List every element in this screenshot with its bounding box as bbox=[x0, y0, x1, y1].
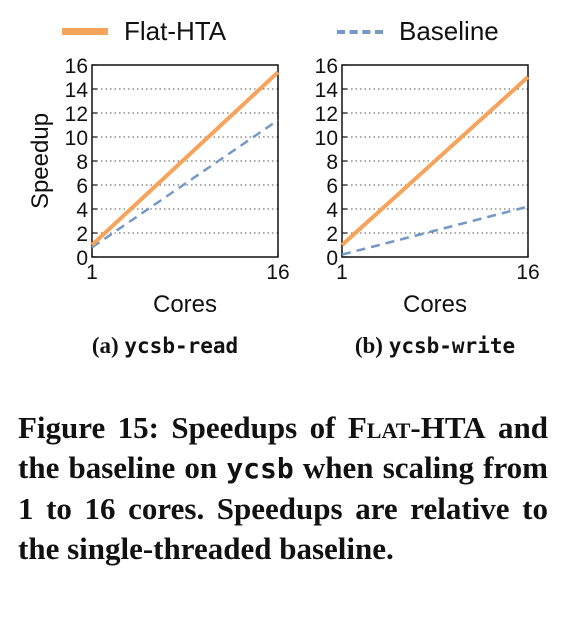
y-tick-label: 16 bbox=[65, 55, 88, 78]
caption-text-1: Speedups of bbox=[171, 410, 336, 445]
y-tick-label: 8 bbox=[76, 151, 88, 174]
y-tick-label: 8 bbox=[326, 151, 338, 174]
x-tick-label: 1 bbox=[86, 261, 98, 284]
y-tick-label: 4 bbox=[326, 199, 338, 222]
y-tick-label: 0 bbox=[326, 247, 338, 270]
figure-label: Figure 15: bbox=[18, 410, 159, 445]
series-line-baseline bbox=[341, 205, 529, 256]
x-tick-label: 16 bbox=[516, 261, 539, 284]
y-tick-label: 14 bbox=[65, 79, 89, 102]
subcaption-prefix: (a) bbox=[91, 333, 119, 358]
legend-swatch-solid bbox=[62, 28, 108, 35]
legend-swatch-dashed bbox=[337, 29, 383, 34]
y-tick-label: 12 bbox=[65, 103, 88, 126]
x-axis-label: Cores bbox=[403, 291, 467, 318]
series-line-baseline bbox=[91, 119, 279, 249]
legend-item-flat-hta: Flat-HTA bbox=[62, 16, 226, 47]
y-tick-label: 14 bbox=[315, 79, 339, 102]
subcaption-prefix: (b) bbox=[354, 333, 383, 358]
series-line-flat-hta bbox=[340, 75, 530, 247]
y-tick-label: 0 bbox=[76, 247, 88, 270]
y-tick-label: 2 bbox=[326, 223, 338, 246]
chart-legend: Flat-HTA Baseline bbox=[0, 0, 568, 60]
subcaption-code: ycsb-read bbox=[124, 334, 239, 358]
subcaption-a: (a) ycsb-read bbox=[60, 333, 270, 359]
y-tick-label: 16 bbox=[315, 55, 338, 78]
subcaption-b: (b) ycsb-write bbox=[330, 333, 540, 359]
y-tick-label: 2 bbox=[76, 223, 88, 246]
system-name: Flat-HTA bbox=[347, 410, 486, 445]
subcaption-code: ycsb-write bbox=[388, 334, 516, 358]
x-axis-label: Cores bbox=[153, 291, 217, 318]
legend-item-baseline: Baseline bbox=[337, 16, 499, 47]
legend-label: Baseline bbox=[399, 16, 499, 46]
caption-code: ycsb bbox=[226, 452, 294, 485]
series-line-flat-hta bbox=[90, 70, 280, 247]
x-tick-label: 16 bbox=[266, 261, 289, 284]
figure-caption: Figure 15: Speedups of Flat-HTA and the … bbox=[18, 408, 548, 569]
y-tick-label: 10 bbox=[65, 127, 88, 150]
x-tick-label: 1 bbox=[336, 261, 348, 284]
legend-label: Flat-HTA bbox=[124, 16, 227, 46]
caption-text-3: when scaling from 1 to 16 cores. Speedup… bbox=[18, 450, 548, 566]
y-tick-label: 6 bbox=[326, 175, 338, 198]
y-tick-label: 12 bbox=[315, 103, 338, 126]
caption-text-2: and the baseline on bbox=[18, 410, 549, 485]
y-axis-label: Speedup bbox=[27, 113, 54, 209]
y-tick-label: 6 bbox=[76, 175, 88, 198]
y-tick-label: 4 bbox=[76, 199, 88, 222]
y-tick-label: 10 bbox=[315, 127, 338, 150]
